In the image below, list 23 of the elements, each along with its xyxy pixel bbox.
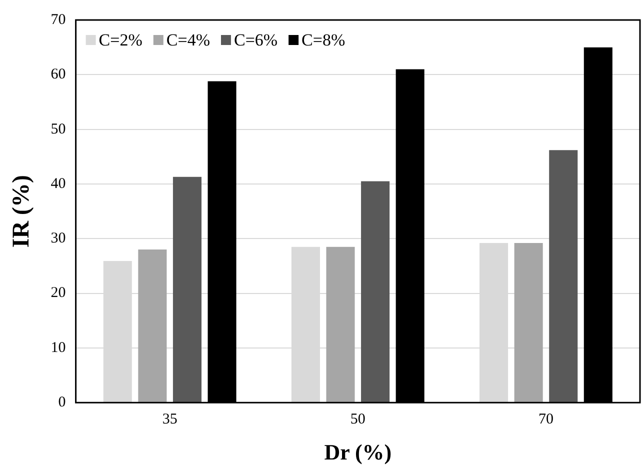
bar bbox=[514, 243, 543, 402]
y-axis-title: IR (%) bbox=[8, 174, 35, 248]
x-axis-title: Dr (%) bbox=[324, 439, 392, 464]
y-tick-label: 60 bbox=[50, 66, 66, 83]
y-tick-label: 50 bbox=[50, 121, 66, 138]
bar bbox=[549, 150, 578, 402]
legend-label: C=8% bbox=[302, 30, 346, 50]
legend-label: C=2% bbox=[98, 30, 142, 50]
bar bbox=[361, 181, 390, 402]
y-tick-label: 40 bbox=[50, 176, 66, 192]
y-tick-label: 30 bbox=[50, 230, 66, 247]
legend-label: C=6% bbox=[234, 30, 278, 50]
y-tick-label: 0 bbox=[58, 394, 66, 411]
x-tick-label: 35 bbox=[162, 412, 178, 428]
bar bbox=[326, 246, 355, 402]
bar bbox=[172, 176, 202, 402]
y-tick-label: 70 bbox=[50, 12, 66, 28]
x-tick-label: 70 bbox=[538, 412, 554, 428]
bar bbox=[138, 250, 167, 402]
y-tick-label: 20 bbox=[50, 285, 66, 302]
legend-label: C=4% bbox=[166, 30, 210, 50]
y-tick-label: 10 bbox=[50, 340, 66, 356]
x-tick-label: 50 bbox=[350, 412, 366, 428]
